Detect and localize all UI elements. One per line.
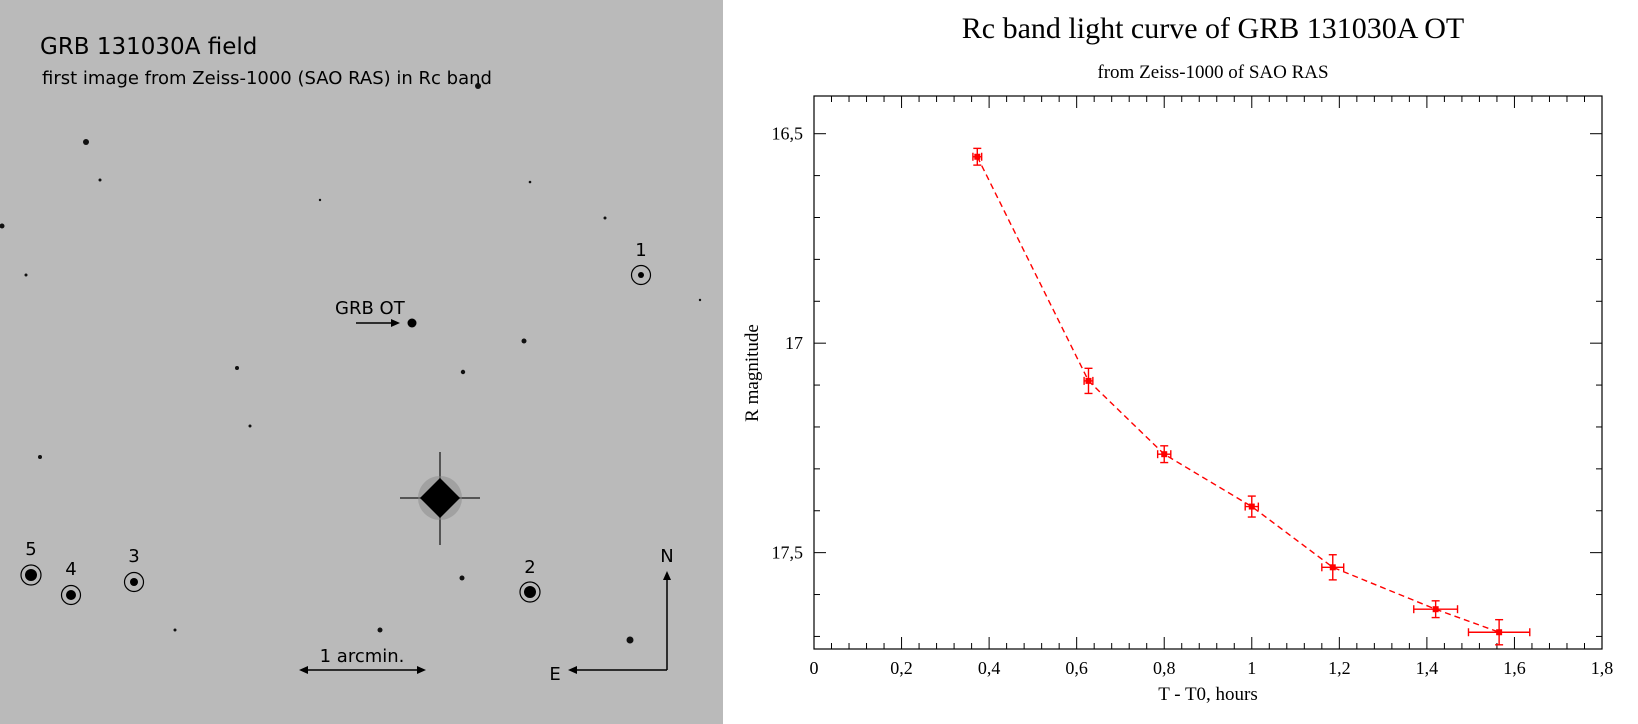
background-star (377, 627, 383, 633)
ot-marker: GRB OT (335, 298, 417, 328)
comparison-star-1: 1 (630, 240, 652, 286)
x-tick-label: 0,2 (890, 658, 913, 678)
data-point (1161, 451, 1168, 458)
scale-bar-label: 1 arcmin. (320, 646, 405, 667)
background-star (38, 455, 42, 459)
background-star (521, 338, 527, 344)
x-tick-label: 1,4 (1416, 658, 1439, 678)
x-tick-label: 1,8 (1591, 658, 1614, 678)
field-title: GRB 131030A field (40, 34, 257, 60)
bright-star (400, 452, 480, 545)
background-stars (0, 83, 702, 644)
comparison-star-label: 5 (25, 539, 36, 560)
comparison-star-2: 2 (519, 557, 541, 603)
background-star (24, 273, 28, 277)
scale-bar-right-arrow-icon (417, 666, 426, 674)
background-star (83, 139, 89, 145)
x-tick-labels: 0 0,2 0,4 0,6 0,8 1 1,2 1,4 1,6 1,8 (810, 658, 1614, 678)
x-tick-label: 1,6 (1503, 658, 1526, 678)
x-tick-label: 0,6 (1065, 658, 1088, 678)
background-star (248, 424, 252, 428)
background-star (626, 636, 634, 644)
data-point (1085, 377, 1092, 384)
background-star (475, 83, 481, 89)
comparison-star-label: 4 (65, 559, 76, 580)
scale-bar-left-arrow-icon (299, 666, 308, 674)
field-image: GRB 131030A field first image from Zeiss… (0, 0, 723, 724)
comparison-star-5: 5 (20, 539, 42, 586)
axis-ticks (813, 96, 1603, 649)
series-line (976, 156, 1500, 633)
compass-east-label: E (549, 664, 560, 685)
x-tick-label: 0,8 (1153, 658, 1176, 678)
y-tick-labels: 16,5 17 17,5 (772, 124, 804, 563)
comparison-star-label: 3 (128, 546, 139, 567)
light-curve-series (972, 147, 1531, 646)
background-star (0, 223, 5, 229)
y-tick-label: 16,5 (772, 124, 804, 144)
comparison-star-3: 3 (123, 546, 145, 593)
bright-star-core (420, 478, 460, 518)
comparison-star-label: 1 (635, 240, 646, 261)
field-image-panel: GRB 131030A field first image from Zeiss… (0, 0, 723, 724)
light-curve-chart: Rc band light curve of GRB 131030A OT fr… (742, 12, 1614, 705)
data-point (1329, 564, 1336, 571)
comparison-star-label: 2 (524, 557, 535, 578)
background-star (528, 180, 532, 184)
background-star (235, 366, 239, 370)
background-star (603, 216, 607, 220)
comparison-star-4: 4 (60, 559, 82, 606)
background-star (318, 198, 322, 202)
x-tick-label: 0,4 (978, 658, 1001, 678)
x-tick-label: 1 (1247, 658, 1256, 678)
light-curve-panel: Rc band light curve of GRB 131030A OT fr… (723, 0, 1638, 724)
y-tick-label: 17 (785, 333, 803, 353)
chart-title: Rc band light curve of GRB 131030A OT (962, 12, 1464, 45)
data-point (1496, 629, 1503, 636)
compass: N E (549, 546, 673, 685)
y-tick-label: 17,5 (772, 543, 804, 563)
data-point (1248, 503, 1255, 510)
ot-arrow-icon (391, 319, 400, 327)
compass-east-arrow-icon (568, 666, 577, 674)
comparison-stars: 1 2 3 4 5 (20, 240, 652, 606)
scale-bar: 1 arcmin. (299, 646, 426, 674)
field-subtitle: first image from Zeiss-1000 (SAO RAS) in… (42, 68, 492, 89)
x-axis-label: T - T0, hours (1158, 684, 1258, 705)
background-star (460, 369, 466, 375)
background-star (698, 298, 702, 302)
background-star (459, 575, 465, 581)
x-tick-label: 0 (810, 658, 819, 678)
ot-label: GRB OT (335, 298, 406, 319)
plot-frame (813, 95, 1603, 650)
data-point (974, 153, 981, 160)
compass-north-arrow-icon (663, 571, 671, 580)
background-star (173, 628, 177, 632)
compass-north-label: N (660, 546, 673, 567)
y-axis-label: R magnitude (742, 324, 763, 422)
chart-subtitle: from Zeiss-1000 of SAO RAS (1097, 62, 1328, 83)
data-point (1432, 606, 1439, 613)
ot-star (407, 318, 417, 328)
background-star (98, 178, 102, 182)
sky-background (0, 0, 723, 724)
x-tick-label: 1,2 (1328, 658, 1351, 678)
